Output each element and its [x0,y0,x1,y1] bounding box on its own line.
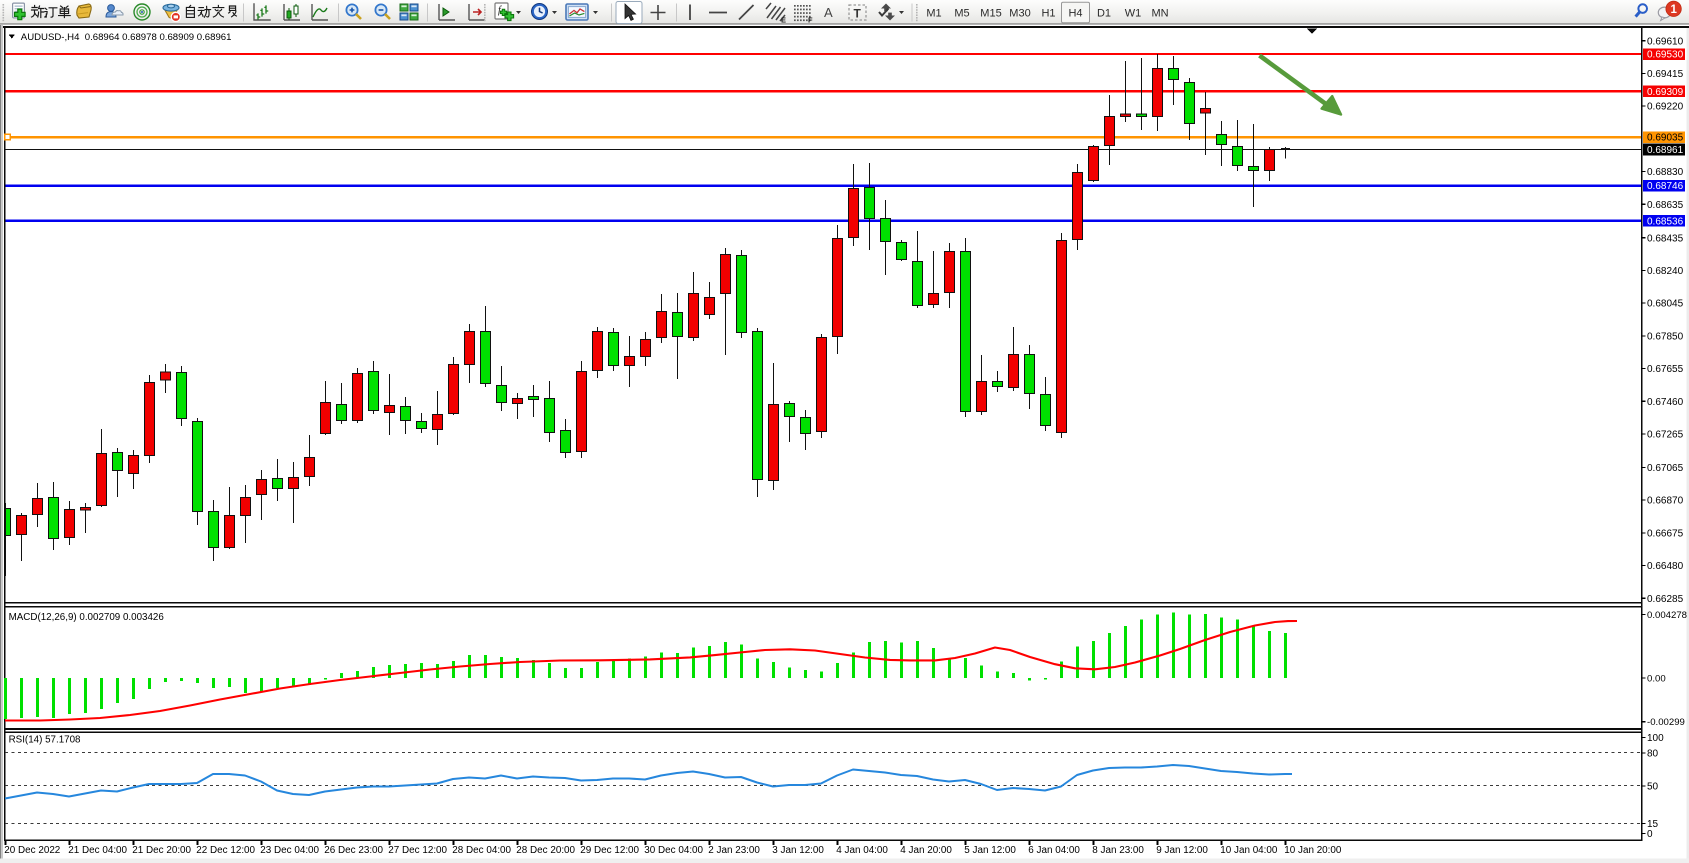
svg-text:21 Dec 20:00: 21 Dec 20:00 [132,845,191,856]
svg-text:0.68746: 0.68746 [1647,181,1684,192]
svg-text:H4: H4 [1068,8,1082,20]
svg-text:0.68435: 0.68435 [1647,233,1684,244]
svg-text:0.67850: 0.67850 [1647,331,1684,342]
svg-text:0.66480: 0.66480 [1647,561,1684,572]
svg-text:4 Jan 20:00: 4 Jan 20:00 [900,845,952,856]
svg-text:0.66870: 0.66870 [1647,496,1684,507]
svg-text:0.68536: 0.68536 [1647,216,1684,227]
svg-text:0.69309: 0.69309 [1647,87,1684,98]
svg-text:0.68635: 0.68635 [1647,200,1684,211]
svg-text:0.004278: 0.004278 [1647,610,1687,621]
svg-text:22 Dec 12:00: 22 Dec 12:00 [196,845,255,856]
svg-text:1: 1 [1670,4,1677,16]
svg-text:3 Jan 12:00: 3 Jan 12:00 [772,845,824,856]
svg-text:6 Jan 04:00: 6 Jan 04:00 [1028,845,1080,856]
svg-text:0.69220: 0.69220 [1647,102,1684,113]
svg-text:0.69415: 0.69415 [1647,69,1684,80]
svg-text:0.68961: 0.68961 [1647,145,1684,156]
svg-text:0.67655: 0.67655 [1647,364,1684,375]
svg-text:0.68045: 0.68045 [1647,299,1684,310]
svg-text:8 Jan 23:00: 8 Jan 23:00 [1092,845,1144,856]
svg-text:0.69610: 0.69610 [1647,36,1684,47]
svg-text:0.69530: 0.69530 [1647,50,1684,61]
svg-text:0.00: 0.00 [1647,673,1666,684]
svg-text:21 Dec 04:00: 21 Dec 04:00 [68,845,127,856]
svg-text:26 Dec 23:00: 26 Dec 23:00 [324,845,383,856]
svg-text:E: E [781,16,786,25]
svg-text:F: F [808,16,813,25]
svg-text:0.67460: 0.67460 [1647,397,1684,408]
svg-text:RSI(14) 57.1708: RSI(14) 57.1708 [9,735,81,746]
svg-text:4 Jan 04:00: 4 Jan 04:00 [836,845,888,856]
svg-text:5 Jan 12:00: 5 Jan 12:00 [964,845,1016,856]
svg-text:M15: M15 [980,8,1001,20]
svg-text:0.67065: 0.67065 [1647,463,1684,474]
svg-text:27 Dec 12:00: 27 Dec 12:00 [388,845,447,856]
svg-text:0.66675: 0.66675 [1647,528,1684,539]
svg-text:M5: M5 [954,8,969,20]
svg-text:0.66285: 0.66285 [1647,594,1684,605]
svg-text:80: 80 [1647,748,1659,759]
svg-text:0.69035: 0.69035 [1647,133,1684,144]
svg-text:0: 0 [1647,829,1653,840]
svg-text:9 Jan 12:00: 9 Jan 12:00 [1156,845,1208,856]
svg-text:50: 50 [1647,782,1659,793]
svg-text:M30: M30 [1009,8,1030,20]
svg-text:W1: W1 [1125,8,1142,20]
svg-text:0.67265: 0.67265 [1647,430,1684,441]
svg-text:28 Dec 20:00: 28 Dec 20:00 [516,845,575,856]
svg-text:30 Dec 04:00: 30 Dec 04:00 [644,845,703,856]
svg-text:23 Dec 04:00: 23 Dec 04:00 [260,845,319,856]
svg-text:M1: M1 [926,8,941,20]
svg-text:100: 100 [1647,733,1664,744]
svg-text:MACD(12,26,9) 0.002709 0.00342: MACD(12,26,9) 0.002709 0.003426 [9,612,165,623]
svg-text:-0.00299: -0.00299 [1647,717,1685,728]
svg-text:0.68830: 0.68830 [1647,167,1684,178]
svg-text:T: T [854,7,862,21]
svg-text:2 Jan 23:00: 2 Jan 23:00 [708,845,760,856]
svg-text:10 Jan 04:00: 10 Jan 04:00 [1220,845,1278,856]
svg-text:0.68240: 0.68240 [1647,266,1684,277]
svg-text:20 Dec 2022: 20 Dec 2022 [4,845,60,856]
svg-text:10 Jan 20:00: 10 Jan 20:00 [1284,845,1342,856]
svg-text:15: 15 [1647,819,1659,830]
svg-text:A: A [824,5,833,20]
svg-text:H1: H1 [1041,8,1055,20]
svg-text:28 Dec 04:00: 28 Dec 04:00 [452,845,511,856]
svg-text:29 Dec 12:00: 29 Dec 12:00 [580,845,639,856]
svg-text:f: f [498,5,502,16]
svg-text:D1: D1 [1097,8,1111,20]
svg-text:MN: MN [1151,8,1168,20]
svg-text:AUDUSD-,H4 0.68964 0.68978 0.: AUDUSD-,H4 0.68964 0.68978 0.68909 0.689… [21,32,232,43]
